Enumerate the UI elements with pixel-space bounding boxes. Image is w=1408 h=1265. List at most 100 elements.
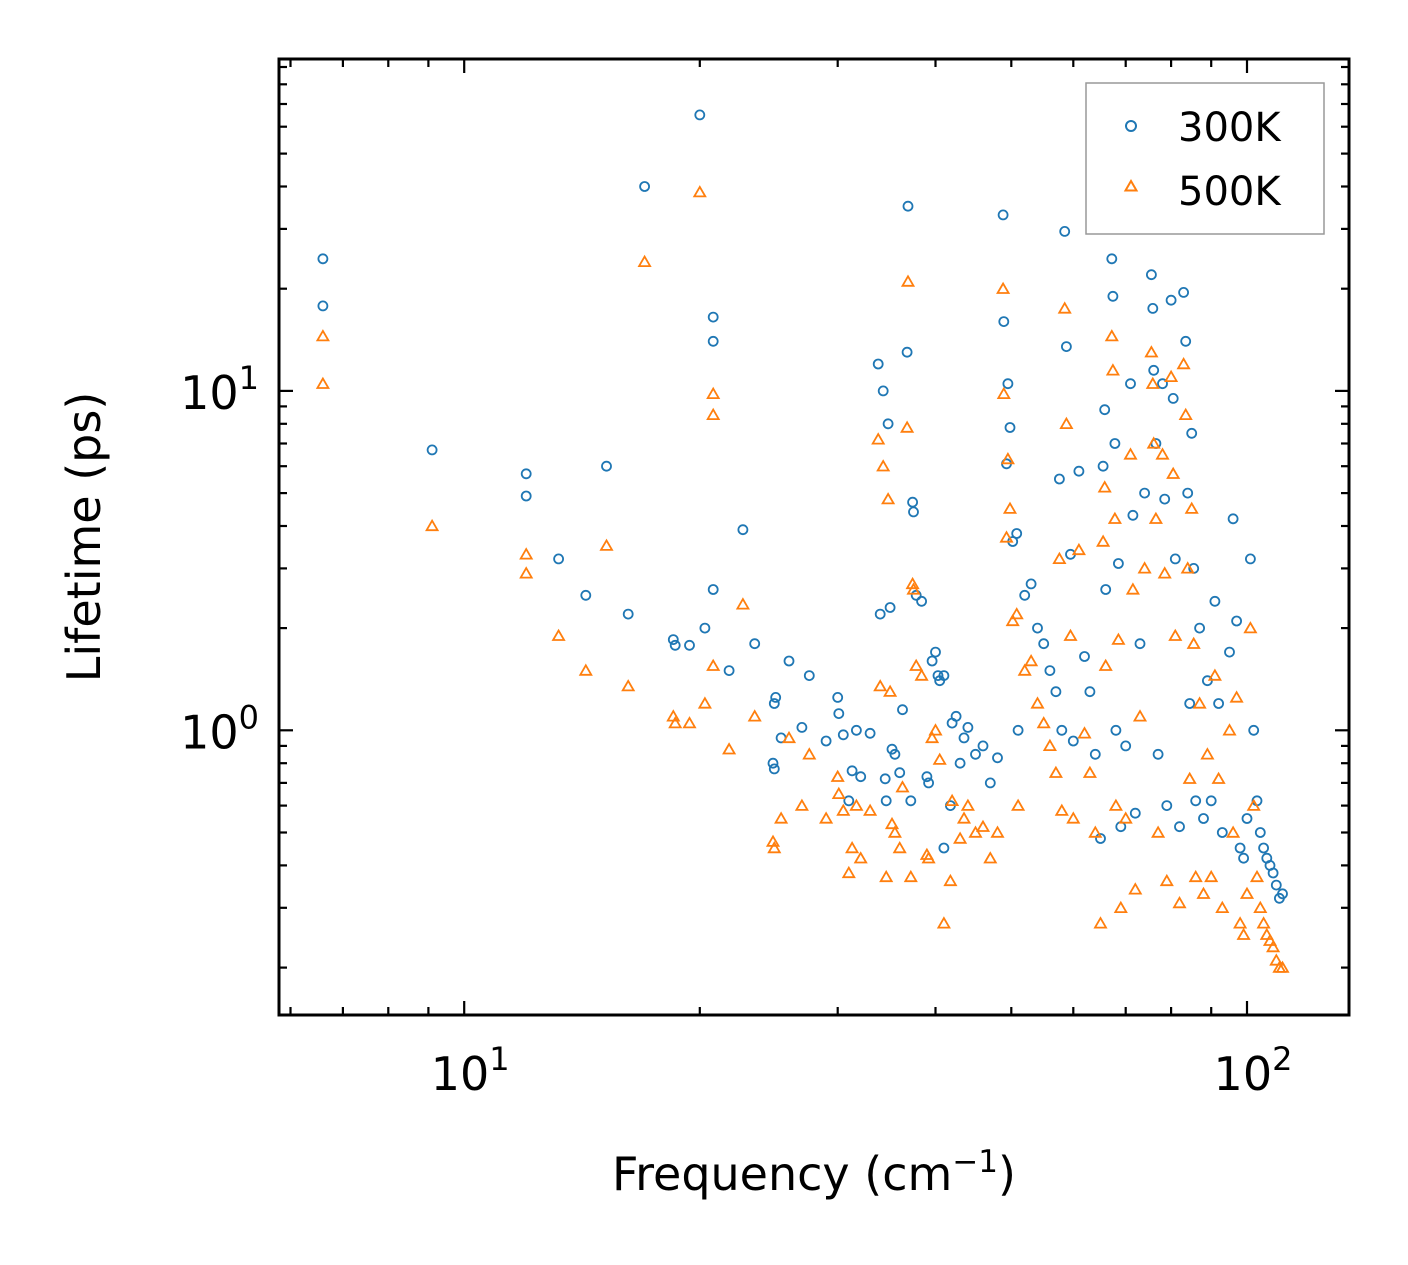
point-300k-27 [796,722,808,733]
point-500k-68 [996,281,1011,294]
point-500k-86 [1063,628,1078,641]
point-300k-145 [1241,813,1253,824]
point-500k-15 [706,386,721,400]
point-300k-31 [833,708,845,719]
point-300k-57 [923,777,934,789]
point-500k-26 [802,747,817,760]
point-500k-18 [722,742,737,755]
point-300k-83 [1025,578,1037,590]
point-300k-134 [1198,813,1209,824]
point-500k-113 [1155,447,1170,460]
legend-marker-300k [1125,120,1137,132]
point-300k-28 [803,670,815,681]
point-500k-62 [956,811,972,824]
point-300k-85 [1038,638,1050,650]
point-500k-43 [887,825,902,838]
point-300k-10 [667,634,679,645]
point-500k-141 [1246,798,1261,811]
point-300k-81 [1012,724,1024,736]
point-300k-156 [1277,888,1288,900]
point-500k-70 [999,530,1014,543]
point-500k-136 [1229,690,1244,703]
legend: 300K 500K [1085,82,1325,235]
point-500k-17 [706,658,721,671]
point-500k-93 [1096,534,1111,547]
point-500k-111 [1148,511,1163,524]
point-500k-11 [668,716,683,729]
point-500k-33 [849,798,864,811]
point-300k-63 [938,670,950,681]
point-300k-133 [1194,622,1205,634]
point-500k-29 [831,786,846,799]
point-300k-147 [1248,724,1260,736]
point-300k-139 [1216,827,1228,838]
point-300k-32 [837,729,849,741]
point-500k-6 [578,663,593,676]
point-300k-16 [707,335,719,347]
point-300k-98 [1095,833,1106,844]
point-300k-153 [1267,867,1279,879]
point-500k-24 [781,730,797,744]
point-300k-121 [1161,800,1173,811]
point-500k-60 [945,793,960,806]
point-500k-105 [1128,882,1143,895]
point-300k-95 [1079,651,1090,662]
point-500k-51 [909,658,924,671]
point-300k-97 [1089,748,1101,760]
point-500k-78 [1030,696,1045,709]
point-500k-99 [1108,798,1123,811]
point-500k-107 [1137,561,1152,574]
point-300k-140 [1224,646,1235,658]
point-500k-52 [914,668,929,681]
point-500k-120 [1176,357,1191,370]
point-500k-142 [1249,869,1265,883]
point-500k-148 [1269,953,1284,966]
point-300k-113 [1139,487,1150,499]
point-500k-79 [1036,716,1051,729]
point-300k-143 [1234,842,1246,854]
point-300k-138 [1213,698,1224,709]
point-500k-89 [1077,726,1092,739]
point-300k-22 [768,763,780,775]
point-500k-65 [975,819,991,832]
point-300k-69 [962,722,974,733]
point-500k-115 [1159,873,1174,887]
point-300k-0 [317,253,329,265]
point-300k-60 [932,670,944,681]
point-500k-94 [1097,480,1112,493]
point-500k-58 [936,916,951,929]
y-tick-label-1: 101 [180,359,259,420]
point-300k-141 [1227,513,1239,525]
point-300k-2 [426,444,438,456]
x-axis-label: Frequency (cm−1) [612,1144,1016,1201]
point-500k-131 [1207,668,1222,681]
point-500k-0 [315,329,330,342]
point-500k-14 [697,696,712,709]
point-500k-102 [1118,811,1133,824]
point-300k-3 [520,468,532,480]
point-500k-9 [637,254,652,268]
point-300k-23 [768,698,780,709]
point-500k-32 [845,841,860,854]
point-300k-17 [707,584,719,595]
point-500k-72 [1002,501,1018,514]
point-500k-28 [830,769,845,782]
point-500k-119 [1172,896,1187,909]
point-500k-50 [906,582,921,595]
point-300k-89 [1056,724,1068,736]
point-300k-12 [684,639,695,651]
point-500k-123 [1182,771,1197,784]
point-300k-62 [938,842,950,854]
point-500k-109 [1145,376,1160,389]
point-500k-69 [996,386,1011,400]
point-500k-73 [1005,613,1020,627]
point-500k-75 [1011,798,1026,811]
point-300k-41 [879,773,891,785]
point-300k-47 [894,767,906,779]
point-500k-143 [1253,900,1268,913]
point-300k-1 [317,300,329,312]
point-500k-81 [1048,765,1063,778]
point-500k-91 [1088,825,1103,838]
y-tick-label-0: 100 [180,698,259,759]
point-300k-46 [889,748,901,760]
